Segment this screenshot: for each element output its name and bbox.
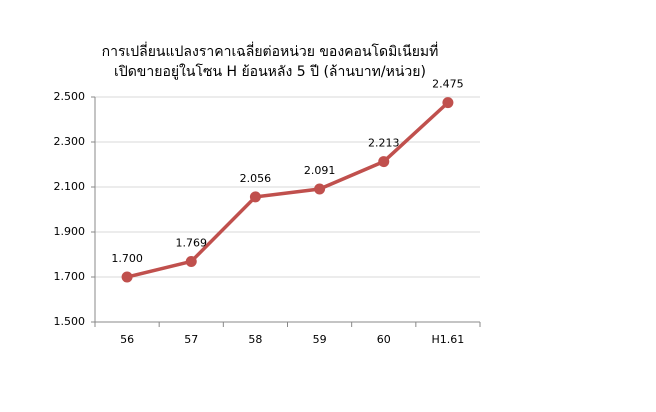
x-tick-label: 58	[248, 333, 262, 346]
point	[121, 271, 133, 283]
line	[126, 101, 450, 279]
chart-title: เปิดขายอยู่ในโซน H ย้อนหลัง 5 ปี (ล้านบา…	[114, 63, 426, 80]
x-tick-label: 60	[377, 333, 391, 346]
data-label: 1.769	[176, 236, 208, 249]
point	[378, 156, 390, 168]
point	[249, 191, 261, 203]
data-label: 1.700	[111, 252, 143, 265]
x-tick-label: 57	[184, 333, 198, 346]
y-tick-label: 1.900	[54, 225, 86, 238]
y-tick-label: 1.700	[54, 270, 86, 283]
x-tick-label: 59	[313, 333, 327, 346]
point	[314, 183, 326, 195]
x-tick-label: H1.61	[432, 333, 465, 346]
y-tick-label: 2.500	[54, 90, 86, 103]
data-label: 2.056	[240, 172, 272, 185]
x-tick-label: 56	[120, 333, 134, 346]
data-label: 2.475	[432, 78, 464, 91]
point	[185, 255, 197, 267]
y-tick-label: 2.100	[54, 180, 86, 193]
y-tick-label: 2.300	[54, 135, 86, 148]
chart-title: การเปลี่ยนแปลงราคาเฉลี่ยต่อหน่วย ของคอนโ…	[102, 42, 439, 60]
data-label: 2.213	[368, 137, 400, 150]
point	[442, 97, 454, 109]
data-label: 2.091	[304, 164, 336, 177]
y-tick-label: 1.500	[54, 315, 86, 328]
